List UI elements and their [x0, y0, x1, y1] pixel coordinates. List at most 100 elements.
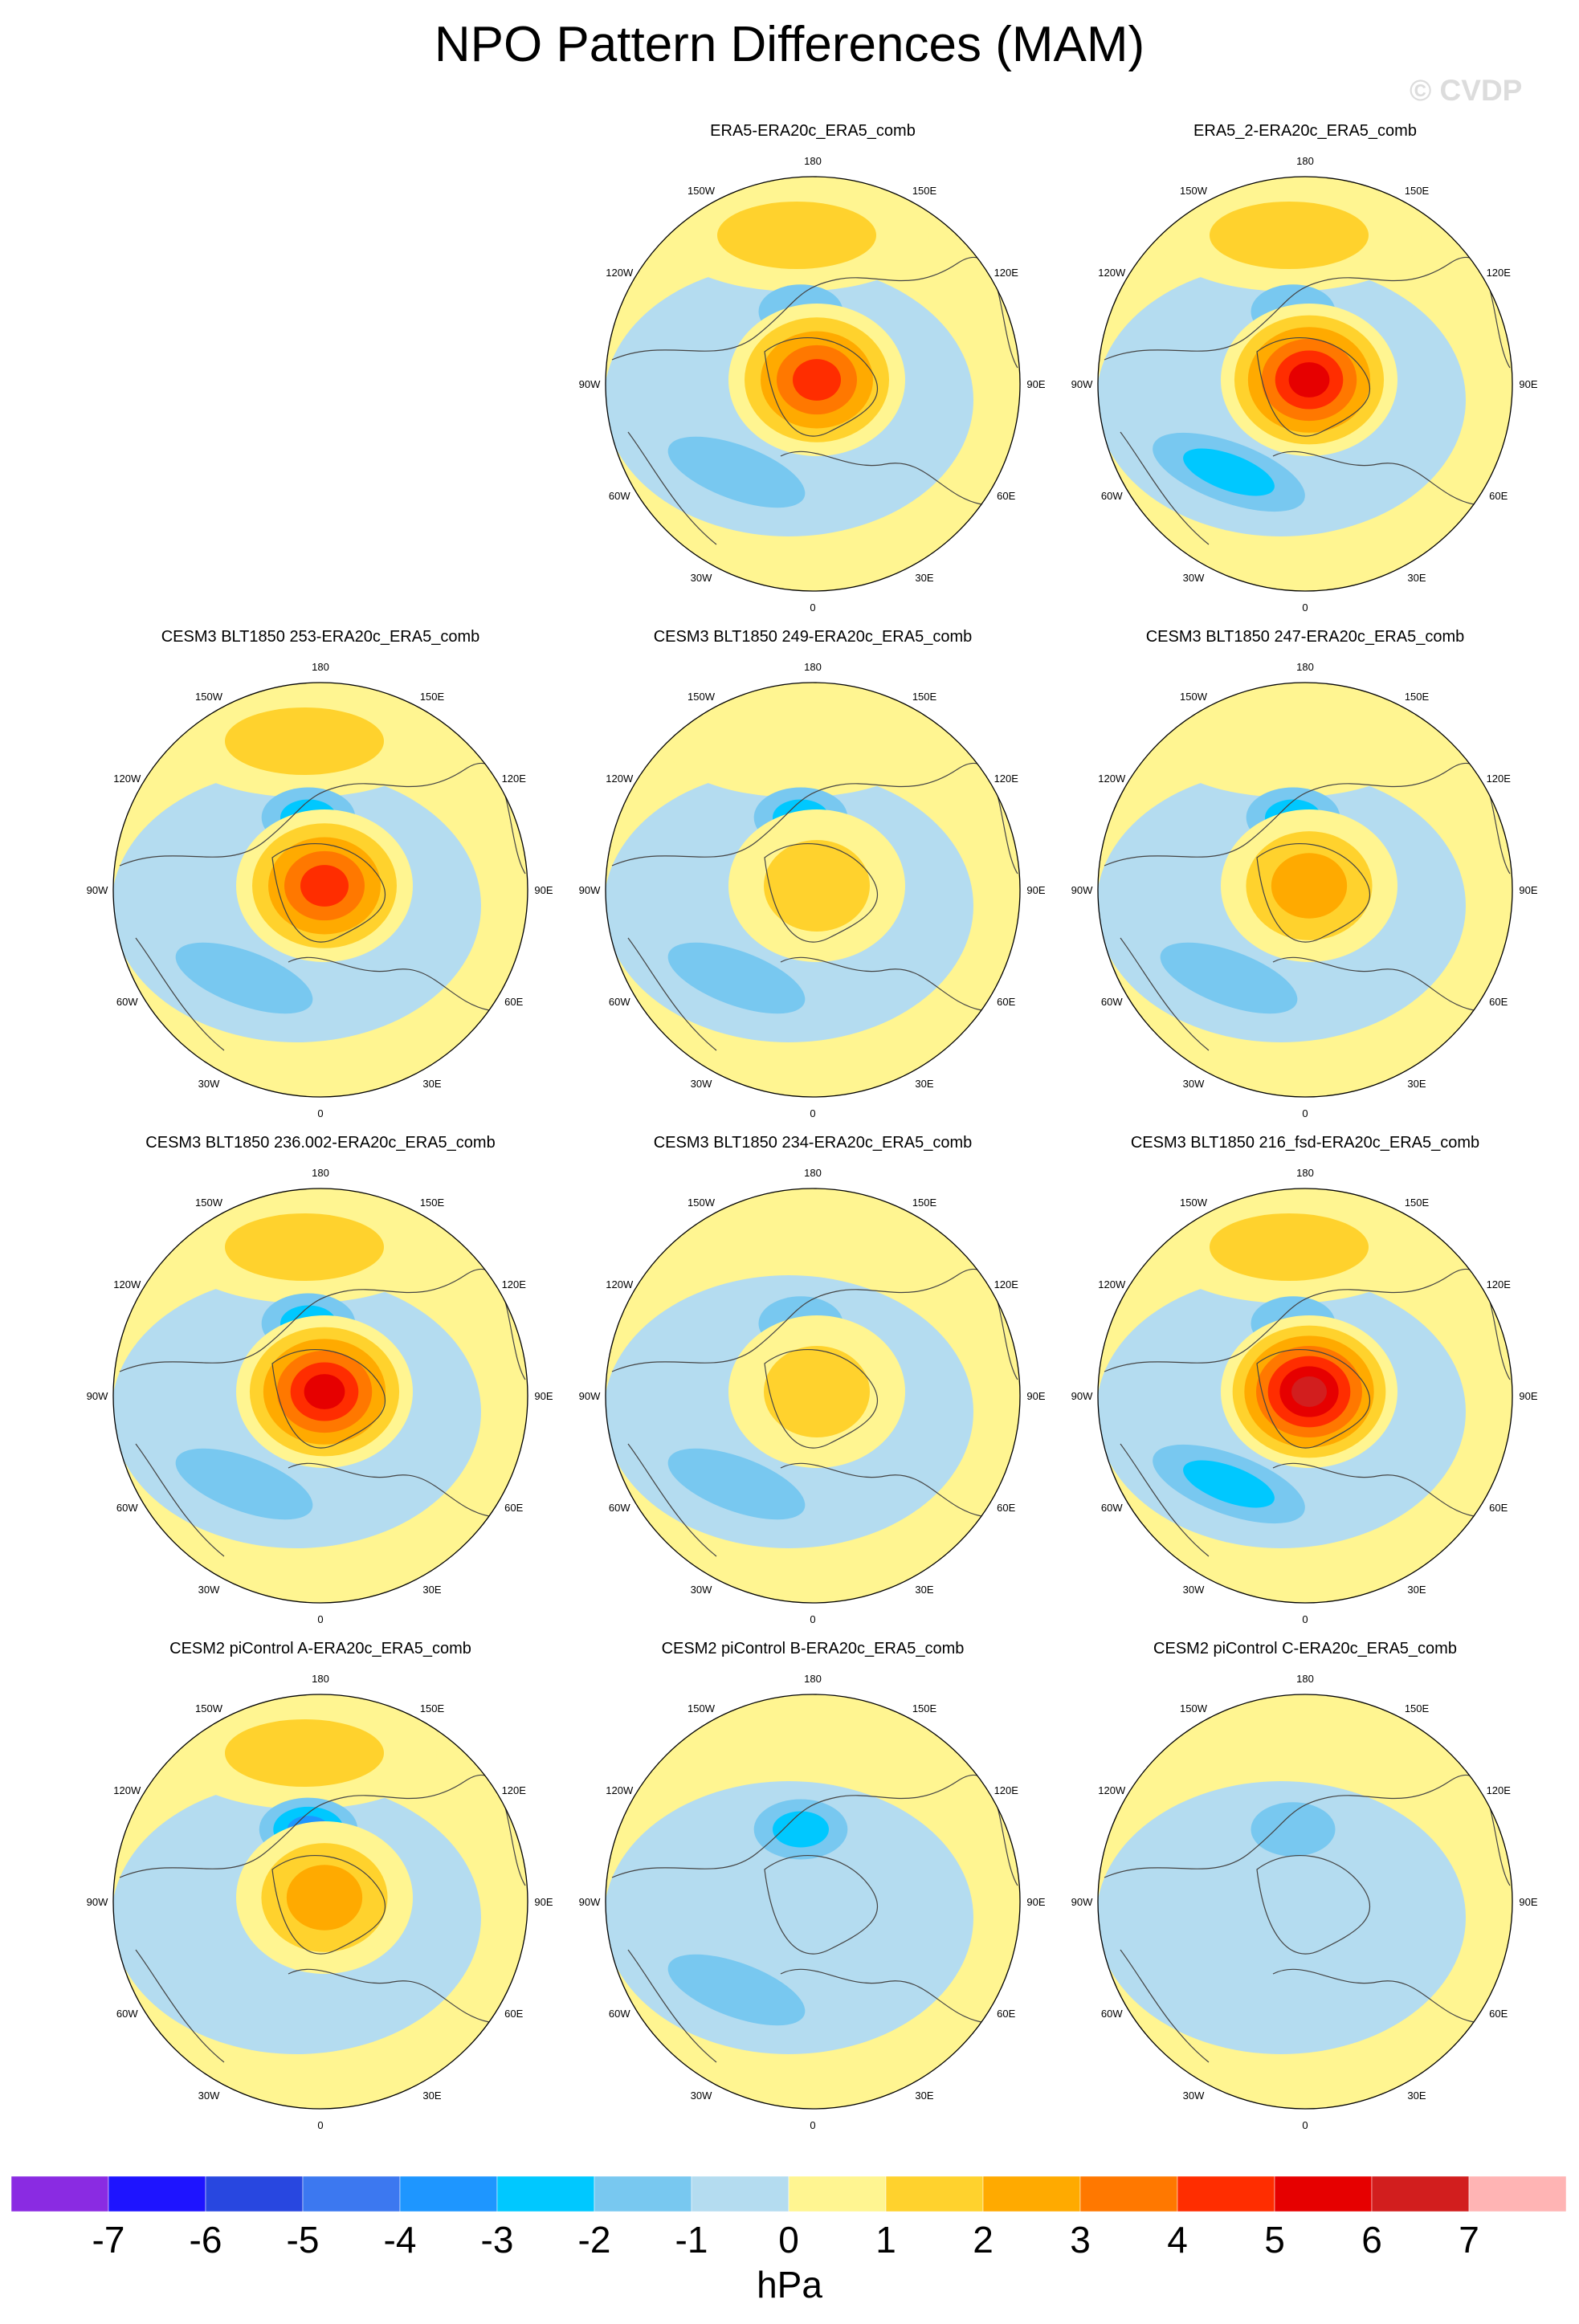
longitude-label: 120E: [994, 773, 1019, 785]
colorbar-bin: [496, 2176, 595, 2212]
polar-high-contour: [304, 1374, 345, 1409]
longitude-label: 150W: [687, 185, 716, 197]
longitude-label: 30E: [422, 1078, 441, 1090]
longitude-label: 150E: [912, 185, 937, 197]
colorbar-tick-label: 4: [1167, 2219, 1188, 2261]
longitude-label: 90W: [87, 1896, 108, 1908]
map-panel: CESM3 BLT1850 236.002-ERA20c_ERA5_comb 18…: [84, 1132, 557, 1630]
colorbar-tick-label: 3: [1070, 2219, 1091, 2261]
longitude-label: 90E: [534, 884, 553, 896]
longitude-label: 120W: [606, 1278, 634, 1290]
atlantic-low-contour: [175, 1448, 313, 1520]
longitude-label: 120W: [606, 773, 634, 785]
longitude-label: 0: [810, 1613, 815, 1625]
colorbar-bin: [1274, 2176, 1373, 2212]
longitude-label: 90W: [1071, 1390, 1093, 1402]
longitude-label: 90W: [87, 884, 108, 896]
longitude-label: 150W: [1180, 185, 1208, 197]
map-panel: CESM3 BLT1850 234-ERA20c_ERA5_comb 180 150…: [577, 1132, 1049, 1630]
colorbar-bin: [399, 2176, 498, 2212]
colorbar-bin: [594, 2176, 692, 2212]
panel-title: CESM2 piControl C-ERA20c_ERA5_comb: [1153, 1640, 1457, 1657]
longitude-label: 150W: [1180, 1197, 1208, 1209]
longitude-label: 120W: [1098, 773, 1126, 785]
longitude-label: 30E: [915, 2090, 933, 2102]
pacific-high-contour: [225, 707, 384, 775]
pacific-high-contour: [225, 1213, 384, 1281]
longitude-label: 30W: [691, 572, 712, 584]
longitude-label: 30W: [1183, 572, 1205, 584]
colorbar-tick-label: 7: [1459, 2219, 1479, 2261]
panel-title: CESM3 BLT1850 236.002-ERA20c_ERA5_comb: [145, 1134, 496, 1152]
panel-title: CESM3 BLT1850 249-ERA20c_ERA5_comb: [653, 628, 973, 646]
atlantic-low-contour: [667, 1448, 806, 1520]
polar-map: 180 150E 120E 90E 60E 30E 0 30W 60W 90W 120W 150W: [87, 661, 553, 1119]
longitude-label: 30E: [915, 1078, 933, 1090]
longitude-label: 90E: [534, 1896, 553, 1908]
polar-high-contour: [764, 840, 870, 932]
longitude-label: 90W: [87, 1390, 108, 1402]
atlantic-low-contour: [667, 1954, 806, 2026]
atlantic-low-contour: [1160, 942, 1298, 1014]
longitude-label: 60W: [116, 996, 138, 1008]
map-panel: ERA5-ERA20c_ERA5_comb 180 150E 120E 90E 60E 30…: [577, 120, 1049, 618]
polar-map: 180 150E 120E 90E 60E 30E 0 30W 60W 90W 120W 150W: [579, 155, 1046, 614]
longitude-label: 120W: [606, 1784, 634, 1796]
colorbar-tick-label: 5: [1264, 2219, 1285, 2261]
atlantic-low-contour: [175, 942, 313, 1014]
longitude-label: 150E: [1405, 1197, 1430, 1209]
longitude-label: 150W: [687, 691, 716, 703]
longitude-label: 60W: [609, 490, 630, 502]
colorbar-bin: [885, 2176, 984, 2212]
longitude-label: 120E: [1487, 1784, 1512, 1796]
longitude-label: 150W: [687, 1702, 716, 1714]
longitude-label: 90W: [579, 1896, 601, 1908]
pacific-high-contour: [664, 685, 929, 797]
longitude-label: 150W: [195, 691, 223, 703]
longitude-label: 30E: [422, 2090, 441, 2102]
longitude-label: 0: [810, 1107, 815, 1119]
longitude-label: 180: [804, 155, 822, 167]
longitude-label: 150W: [1180, 1702, 1208, 1714]
colorbar-bin: [1371, 2176, 1470, 2212]
longitude-label: 0: [1302, 601, 1308, 614]
longitude-label: 90E: [1519, 1896, 1537, 1908]
longitude-label: 120W: [113, 773, 141, 785]
longitude-label: 30E: [1407, 572, 1426, 584]
atlantic-low-contour: [1183, 1460, 1275, 1508]
colorbar-bin: [108, 2176, 206, 2212]
colorbar-bin: [691, 2176, 790, 2212]
colorbar-tick-label: 2: [973, 2219, 994, 2261]
weak-negative-area: [1098, 1781, 1466, 2054]
colorbar-bin: [1079, 2176, 1178, 2212]
longitude-label: 90W: [579, 1390, 601, 1402]
longitude-label: 60W: [1101, 1502, 1123, 1514]
colorbar-bin: [205, 2176, 304, 2212]
longitude-label: 30W: [1183, 1078, 1205, 1090]
panel-title: CESM2 piControl A-ERA20c_ERA5_comb: [169, 1640, 471, 1657]
colorbar-tick-label: -7: [92, 2219, 125, 2261]
map-border: [112, 1188, 528, 1604]
longitude-label: 90E: [1026, 1896, 1045, 1908]
longitude-label: 90E: [1519, 378, 1537, 390]
longitude-label: 30E: [1407, 2090, 1426, 2102]
longitude-label: 150W: [1180, 691, 1208, 703]
polar-map: 180 150E 120E 90E 60E 30E 0 30W 60W 90W 120W 150W: [1071, 661, 1538, 1119]
map-panel: ERA5_2-ERA20c_ERA5_comb 180 150E 120E 90E 60E…: [1069, 120, 1541, 618]
map-panel: CESM3 BLT1850 249-ERA20c_ERA5_comb 180 150…: [577, 626, 1049, 1124]
map-border: [1097, 1188, 1513, 1604]
map-panel: CESM3 BLT1850 216_fsd-ERA20c_ERA5_comb 18…: [1069, 1132, 1541, 1630]
longitude-label: 120E: [994, 267, 1019, 279]
longitude-label: 150E: [1405, 691, 1430, 703]
longitude-label: 120E: [1487, 773, 1512, 785]
longitude-label: 60E: [997, 2008, 1015, 2020]
colorbar: [11, 2176, 1566, 2212]
longitude-label: 60E: [1489, 2008, 1508, 2020]
panel-title: CESM3 BLT1850 253-ERA20c_ERA5_comb: [161, 628, 480, 646]
polar-map: 180 150E 120E 90E 60E 30E 0 30W 60W 90W 120W 150W: [1071, 155, 1538, 614]
longitude-label: 150E: [1405, 1702, 1430, 1714]
longitude-label: 120E: [994, 1278, 1019, 1290]
longitude-label: 180: [804, 1673, 822, 1685]
colorbar-tick-label: 0: [778, 2219, 799, 2261]
longitude-label: 180: [1296, 1673, 1314, 1685]
